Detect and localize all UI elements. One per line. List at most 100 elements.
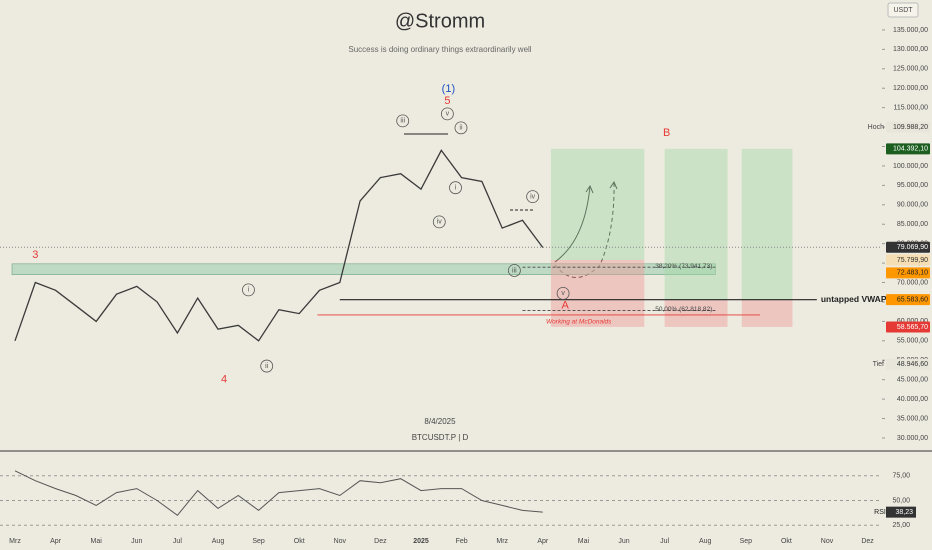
level-label: 50,00% (62.818,82) bbox=[655, 306, 712, 313]
x-tick-label: Nov bbox=[821, 538, 834, 545]
rsi-name: RSI bbox=[874, 509, 886, 516]
wave-circle bbox=[507, 264, 521, 277]
y-tick-label: 135.000,00 bbox=[893, 27, 928, 34]
x-tick-label: Mai bbox=[578, 538, 590, 545]
x-tick-label: Apr bbox=[50, 538, 62, 545]
price-tag-name: Tief bbox=[873, 361, 884, 368]
x-tick-label: Aug bbox=[212, 538, 225, 545]
wave-label: iv bbox=[530, 193, 536, 200]
wave-label: ii bbox=[459, 125, 463, 132]
arrow-head bbox=[585, 184, 594, 194]
price-tag-name: Hoch bbox=[868, 124, 884, 131]
wave-circle bbox=[440, 107, 454, 121]
price-tag-label: 104.392,10 bbox=[893, 146, 928, 153]
price-tag bbox=[886, 358, 930, 370]
x-tick-label: 2025 bbox=[413, 538, 429, 545]
price-tag bbox=[886, 143, 930, 155]
y-tick-label: 55.000,00 bbox=[897, 338, 928, 345]
wave-circle bbox=[449, 181, 462, 195]
wave-label: (1) bbox=[442, 83, 455, 95]
y-tick-label: 85.000,00 bbox=[897, 221, 928, 228]
x-tick-label: Mrz bbox=[9, 538, 21, 545]
rsi-tick-label: 25,00 bbox=[892, 522, 910, 529]
price-tag-label: 48.946,60 bbox=[897, 361, 928, 368]
y-tick-label: 35.000,00 bbox=[897, 415, 928, 422]
rsi-line bbox=[14, 470, 543, 516]
rsi-value: 38,23 bbox=[895, 509, 913, 516]
projection-arrow bbox=[554, 185, 591, 263]
wave-label: iv bbox=[437, 219, 443, 226]
price-line bbox=[14, 149, 544, 342]
x-tick-label: Sep bbox=[740, 538, 753, 545]
wave-label: 5 bbox=[444, 95, 450, 107]
wave-label: i bbox=[455, 185, 457, 192]
projection-arrow-alt bbox=[554, 181, 615, 278]
price-tag bbox=[886, 121, 930, 133]
rsi-tick-label: 50,00 bbox=[892, 497, 910, 504]
x-tick-label: Jul bbox=[173, 538, 182, 545]
price-tag-label: 109.988,20 bbox=[893, 124, 928, 131]
loss-box bbox=[664, 299, 728, 327]
y-tick-label: 40.000,00 bbox=[897, 396, 928, 403]
support-zone bbox=[11, 263, 716, 275]
x-tick-label: Apr bbox=[537, 538, 549, 545]
arrow-head bbox=[609, 180, 618, 190]
y-tick-label: 70.000,00 bbox=[897, 279, 928, 286]
currency-box bbox=[887, 2, 919, 18]
y-tick-label: 100.000,00 bbox=[893, 163, 928, 170]
x-tick-label: Mai bbox=[91, 538, 103, 545]
chart-title: @Stromm bbox=[395, 10, 485, 32]
x-tick-label: Dez bbox=[861, 538, 874, 545]
currency: USDT bbox=[893, 7, 913, 14]
wave-circle bbox=[242, 283, 255, 297]
x-tick-label: Nov bbox=[334, 538, 347, 545]
x-tick-label: Mrz bbox=[496, 538, 508, 545]
price-tag bbox=[886, 241, 930, 253]
y-tick-label: 130.000,00 bbox=[893, 46, 928, 53]
price-tag bbox=[886, 267, 930, 279]
loss-box bbox=[741, 299, 793, 327]
x-tick-label: Okt bbox=[781, 538, 792, 545]
y-tick-label: 115.000,00 bbox=[893, 104, 928, 111]
level-label: 38,20% (73.941,73) bbox=[655, 263, 712, 270]
wave-label: 4 bbox=[221, 374, 227, 386]
x-tick-label: Jun bbox=[618, 538, 629, 545]
rsi-tag bbox=[886, 506, 916, 518]
wave-circle bbox=[556, 286, 570, 300]
wave-circle bbox=[396, 114, 410, 128]
price-tag bbox=[886, 321, 930, 333]
y-tick-label: 45.000,00 bbox=[897, 377, 928, 384]
price-tag-label: 72.483,10 bbox=[897, 270, 928, 277]
wave-label: A bbox=[561, 300, 569, 312]
price-tag bbox=[886, 294, 930, 306]
x-tick-label: Feb bbox=[456, 538, 468, 545]
wave-label: iii bbox=[512, 267, 517, 274]
wave-label: i bbox=[248, 287, 250, 294]
wave-circle bbox=[526, 190, 540, 204]
y-tick-label: 95.000,00 bbox=[897, 182, 928, 189]
y-tick-label: 125.000,00 bbox=[893, 66, 928, 73]
x-tick-label: Jun bbox=[131, 538, 142, 545]
wave-circle bbox=[432, 215, 446, 229]
level-label: untapped VWAP bbox=[821, 294, 887, 304]
wave-label: v bbox=[561, 290, 565, 297]
price-tag-label: 79.069,90 bbox=[897, 244, 928, 251]
wave-circle bbox=[454, 121, 468, 135]
loss-box bbox=[550, 259, 645, 327]
profit-box bbox=[741, 148, 793, 300]
price-tag-label: 58.565,70 bbox=[897, 324, 928, 331]
price-tag bbox=[886, 254, 930, 266]
y-tick-label: 90.000,00 bbox=[897, 202, 928, 209]
x-tick-label: Aug bbox=[699, 538, 712, 545]
date-label: 8/4/2025 bbox=[424, 417, 456, 426]
x-tick-label: Okt bbox=[294, 538, 305, 545]
profit-box bbox=[550, 148, 645, 260]
y-tick-label: 120.000,00 bbox=[893, 85, 928, 92]
wave-label: iii bbox=[400, 118, 405, 125]
subtitle: Success is doing ordinary things extraor… bbox=[348, 45, 531, 54]
price-tag-label: 65.583,60 bbox=[897, 297, 928, 304]
rsi-tick-label: 75,00 bbox=[892, 473, 910, 480]
wave-label: 3 bbox=[32, 249, 38, 261]
